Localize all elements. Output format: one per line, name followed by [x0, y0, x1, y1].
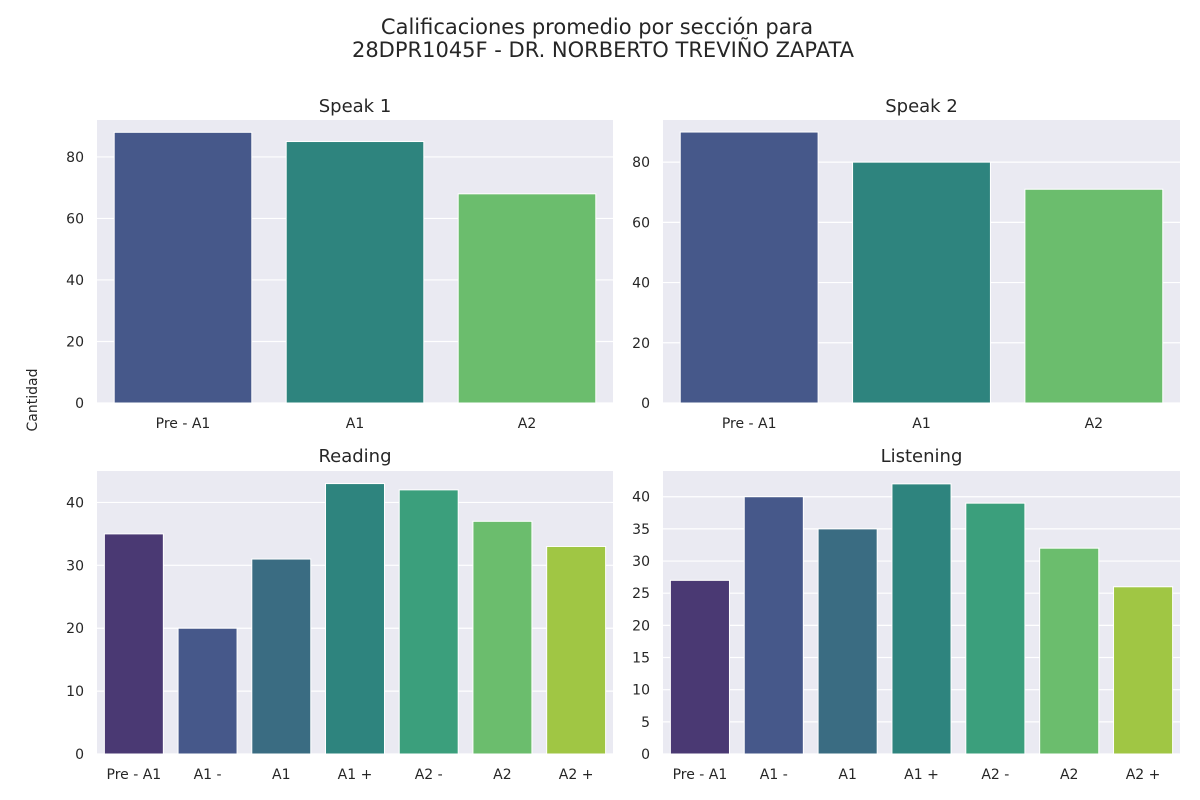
bar: [398, 489, 459, 755]
bar: [669, 579, 730, 755]
bar: [1039, 547, 1100, 755]
y-tick-label: 35: [632, 522, 650, 538]
y-tick-label: 40: [632, 276, 650, 292]
y-tick-label: 10: [632, 683, 650, 699]
subplot-title: Speak 2: [885, 96, 958, 117]
x-tick-label: A2 +: [559, 767, 594, 783]
bar: [325, 483, 385, 755]
subplot-3: 0 10 20 30 40 Pre - A1 A1 - A1 A1 + A2 - A2 A2 + Rea…: [66, 446, 613, 783]
x-tick-label: A1 +: [338, 767, 373, 783]
chart-title-line-1: Calificaciones promedio por sección para: [381, 15, 813, 39]
x-tick-label: A1 +: [904, 767, 939, 783]
subplots: 0 20 40 60 80 Pre - A1 A1 A2 Speak 1 0 20 40 60 80 Pre…: [66, 96, 1180, 783]
y-tick-label: 0: [641, 747, 650, 763]
x-tick-label: A2: [518, 416, 536, 432]
y-tick-label: 20: [66, 621, 84, 637]
x-tick-label: A1 -: [194, 767, 222, 783]
x-tick-label: A2: [1085, 416, 1103, 432]
y-tick-label: 25: [632, 586, 650, 602]
y-tick-label: 20: [66, 334, 84, 350]
y-tick-label: 80: [66, 150, 84, 166]
bar: [965, 502, 1026, 755]
x-tick-label: A2: [1060, 767, 1078, 783]
bar: [457, 193, 597, 404]
subplot-title: Speak 1: [319, 96, 392, 117]
subplot-1: 0 20 40 60 80 Pre - A1 A1 A2 Speak 1: [66, 96, 613, 432]
bar: [251, 558, 312, 755]
x-tick-label: A1: [272, 767, 290, 783]
x-tick-label: A2 -: [981, 767, 1009, 783]
y-tick-label: 60: [66, 211, 84, 227]
subplot-title: Reading: [318, 446, 391, 467]
y-tick-label: 20: [632, 336, 650, 352]
y-tick-label: 20: [632, 618, 650, 634]
x-tick-label: A2 -: [415, 767, 443, 783]
x-tick-label: Pre - A1: [673, 767, 728, 783]
x-tick-label: A2 +: [1126, 767, 1161, 783]
bar: [472, 520, 533, 755]
y-axis-label: Cantidad: [25, 369, 41, 432]
x-tick-label: A1 -: [760, 767, 788, 783]
y-tick-label: 40: [66, 273, 84, 289]
bar: [891, 483, 952, 755]
x-tick-label: Pre - A1: [156, 416, 211, 432]
y-tick-label: 30: [632, 554, 650, 570]
subplot-title: Listening: [881, 446, 963, 467]
y-tick-label: 10: [66, 684, 84, 700]
bar: [103, 533, 164, 755]
x-tick-label: Pre - A1: [722, 416, 777, 432]
subplot-4: 0 5 10 15 20 25 30 35 40 Pre - A1 A1 - A1 A1 + A2 - A2…: [632, 446, 1180, 783]
x-tick-label: A1: [346, 416, 364, 432]
subplot-2: 0 20 40 60 80 Pre - A1 A1 A2 Speak 2: [632, 96, 1180, 432]
bar: [679, 131, 819, 404]
y-tick-label: 0: [75, 396, 84, 412]
bar: [113, 131, 253, 404]
y-tick-label: 40: [66, 495, 84, 511]
bar: [285, 141, 425, 404]
chart-title-line-2: 28DPR1045F - DR. NORBERTO TREVIÑO ZAPATA: [352, 36, 855, 62]
y-tick-label: 15: [632, 651, 650, 667]
bar: [177, 627, 238, 755]
x-tick-label: Pre - A1: [107, 767, 162, 783]
bar: [546, 545, 607, 755]
y-tick-label: 0: [641, 396, 650, 412]
bar: [743, 496, 804, 755]
y-tick-label: 5: [641, 715, 650, 731]
bar: [817, 528, 878, 755]
bar: [1024, 188, 1164, 404]
y-tick-label: 60: [632, 215, 650, 231]
x-tick-label: A2: [493, 767, 511, 783]
y-tick-label: 0: [75, 747, 84, 763]
y-tick-label: 80: [632, 155, 650, 171]
x-tick-label: A1: [838, 767, 856, 783]
x-tick-label: A1: [912, 416, 930, 432]
y-tick-label: 30: [66, 558, 84, 574]
bar: [852, 161, 991, 404]
bar: [1113, 586, 1174, 755]
y-tick-label: 40: [632, 490, 650, 506]
